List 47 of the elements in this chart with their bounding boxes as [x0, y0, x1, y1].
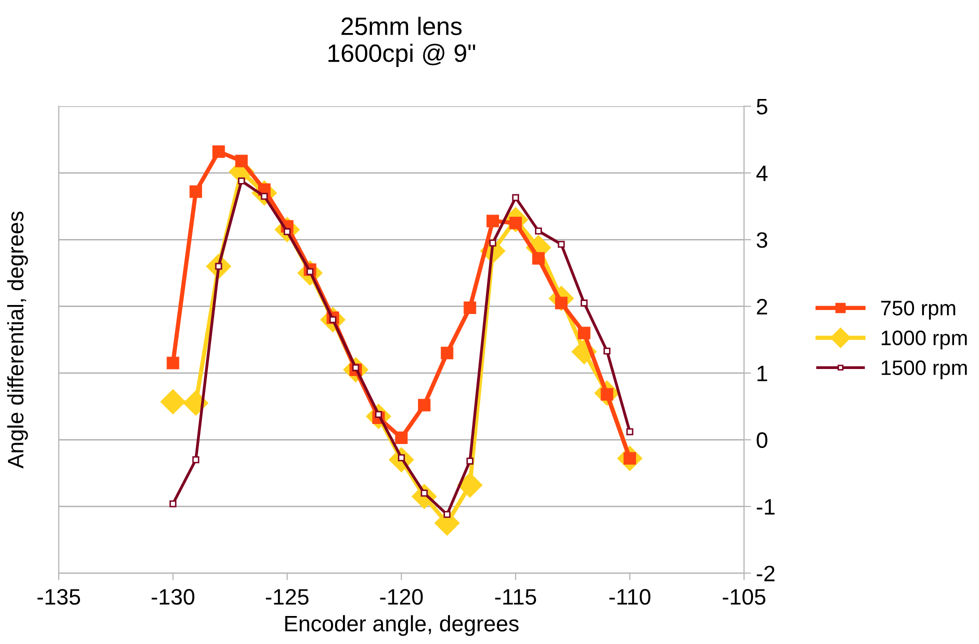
point: [486, 214, 500, 228]
y-tick-label: 4: [756, 166, 768, 182]
point: [169, 500, 176, 508]
legend-label: 1000 rpm: [882, 330, 967, 350]
point: [466, 458, 474, 465]
point: [558, 240, 565, 248]
x-tick-label: -115: [495, 589, 536, 605]
y-tick-label: 0: [756, 432, 768, 448]
y-tick-label: 2: [756, 298, 768, 314]
point: [444, 510, 451, 518]
point: [604, 348, 610, 355]
point: [166, 356, 180, 370]
y-tick-label: 5: [756, 99, 768, 115]
x-tick-label: -125: [266, 589, 308, 605]
point: [395, 432, 408, 444]
y-tick-label: 1: [758, 366, 768, 382]
x-axis-title: Encoder angle, degrees: [285, 615, 519, 636]
x-tick-label: -130: [152, 589, 194, 605]
x-tick-label: -135: [37, 589, 80, 605]
point: [440, 346, 454, 360]
y-tick-label: -2: [756, 566, 774, 582]
point: [534, 228, 542, 234]
point: [457, 472, 482, 498]
point: [212, 145, 225, 158]
x-tick-label: -110: [609, 589, 650, 605]
point: [160, 389, 186, 414]
point: [580, 300, 588, 306]
x-tick-label: -120: [380, 589, 423, 605]
y-axis-title: Angle differential, degrees: [7, 212, 28, 469]
point: [626, 428, 634, 436]
point: [183, 390, 208, 416]
y-tick-label: 3: [756, 232, 768, 248]
point: [192, 456, 200, 464]
legend-label: 1500 rpm: [882, 360, 967, 380]
point: [190, 185, 202, 198]
point: [464, 301, 476, 314]
chart-title: 25mm lens 1600cpi @ 9": [328, 16, 476, 68]
y-tick-label: -1: [756, 499, 775, 515]
x-tick-label: -105: [722, 589, 766, 605]
point: [512, 194, 520, 202]
legend-label: 750 rpm: [881, 300, 956, 320]
point: [578, 326, 590, 340]
point: [235, 154, 248, 168]
point: [532, 252, 545, 265]
point: [238, 177, 245, 184]
point: [489, 240, 496, 246]
point: [418, 398, 430, 412]
